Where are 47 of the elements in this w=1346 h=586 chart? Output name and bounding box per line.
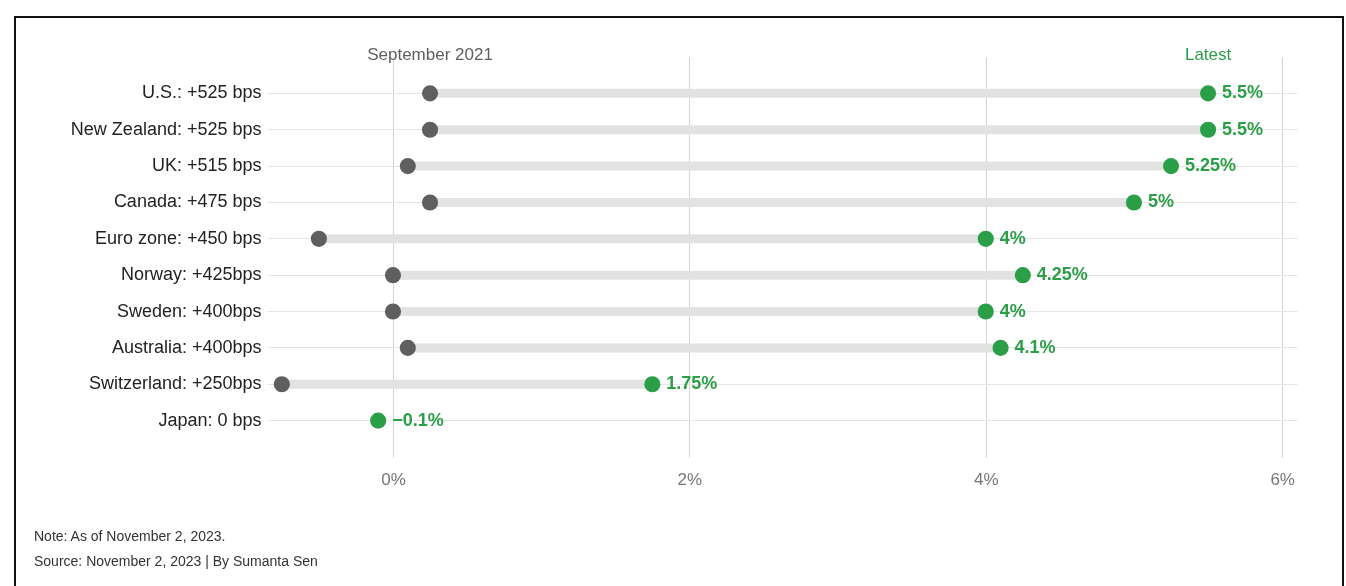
source-note: Source: November 2, 2023 | By Sumanta Sen <box>34 552 318 571</box>
point <box>1162 158 1180 175</box>
point <box>421 121 439 138</box>
y-tick-label: Euro zone: +450 bps <box>94 227 262 248</box>
y-tick-label: Australia: +400bps <box>111 336 262 357</box>
point <box>273 376 290 393</box>
point <box>1200 121 1217 138</box>
point <box>421 85 439 102</box>
data-label: 1.75% <box>666 373 718 394</box>
data-label: 5.5% <box>1222 118 1264 139</box>
data-label: 4% <box>999 300 1026 321</box>
point <box>1200 85 1217 102</box>
data-label: 5% <box>1147 191 1174 212</box>
point <box>977 230 994 247</box>
data-label: 4% <box>999 227 1026 248</box>
y-tick-label: UK: +515 bps <box>151 155 262 176</box>
data-label: 4.1% <box>1014 336 1056 357</box>
x-tick-label: 2% <box>677 469 703 489</box>
data-label: 5.25% <box>1185 155 1237 176</box>
point <box>1014 267 1031 284</box>
point <box>370 412 387 429</box>
data-label: 4.25% <box>1036 264 1088 285</box>
x-tick-label: 4% <box>973 469 999 489</box>
y-tick-label: Canada: +475 bps <box>113 191 262 212</box>
data-label: 5.5% <box>1222 82 1264 103</box>
point <box>384 267 402 284</box>
point <box>421 194 439 211</box>
series-label: September 2021 <box>367 45 493 65</box>
point <box>977 303 994 320</box>
point <box>992 339 1009 356</box>
x-tick-label: 6% <box>1270 469 1295 489</box>
y-tick-label: Sweden: +400bps <box>116 300 262 321</box>
point <box>310 230 327 247</box>
point <box>644 376 661 393</box>
text: Note: As of November 2, 2023. <box>34 527 227 546</box>
x-tick-label: 0% <box>381 469 406 489</box>
series-label: Latest <box>1184 45 1232 65</box>
data-label: −0.1% <box>392 409 444 430</box>
y-tick-label: New Zealand: +525 bps <box>70 118 262 139</box>
point <box>399 158 416 175</box>
point <box>1125 194 1143 211</box>
y-tick-label: Switzerland: +250bps <box>88 373 262 394</box>
y-tick-label: Norway: +425bps <box>120 264 262 285</box>
point <box>384 303 402 320</box>
y-tick-label: U.S.: +525 bps <box>141 82 262 103</box>
y-tick-label: Japan: 0 bps <box>158 409 262 430</box>
point <box>399 339 416 356</box>
